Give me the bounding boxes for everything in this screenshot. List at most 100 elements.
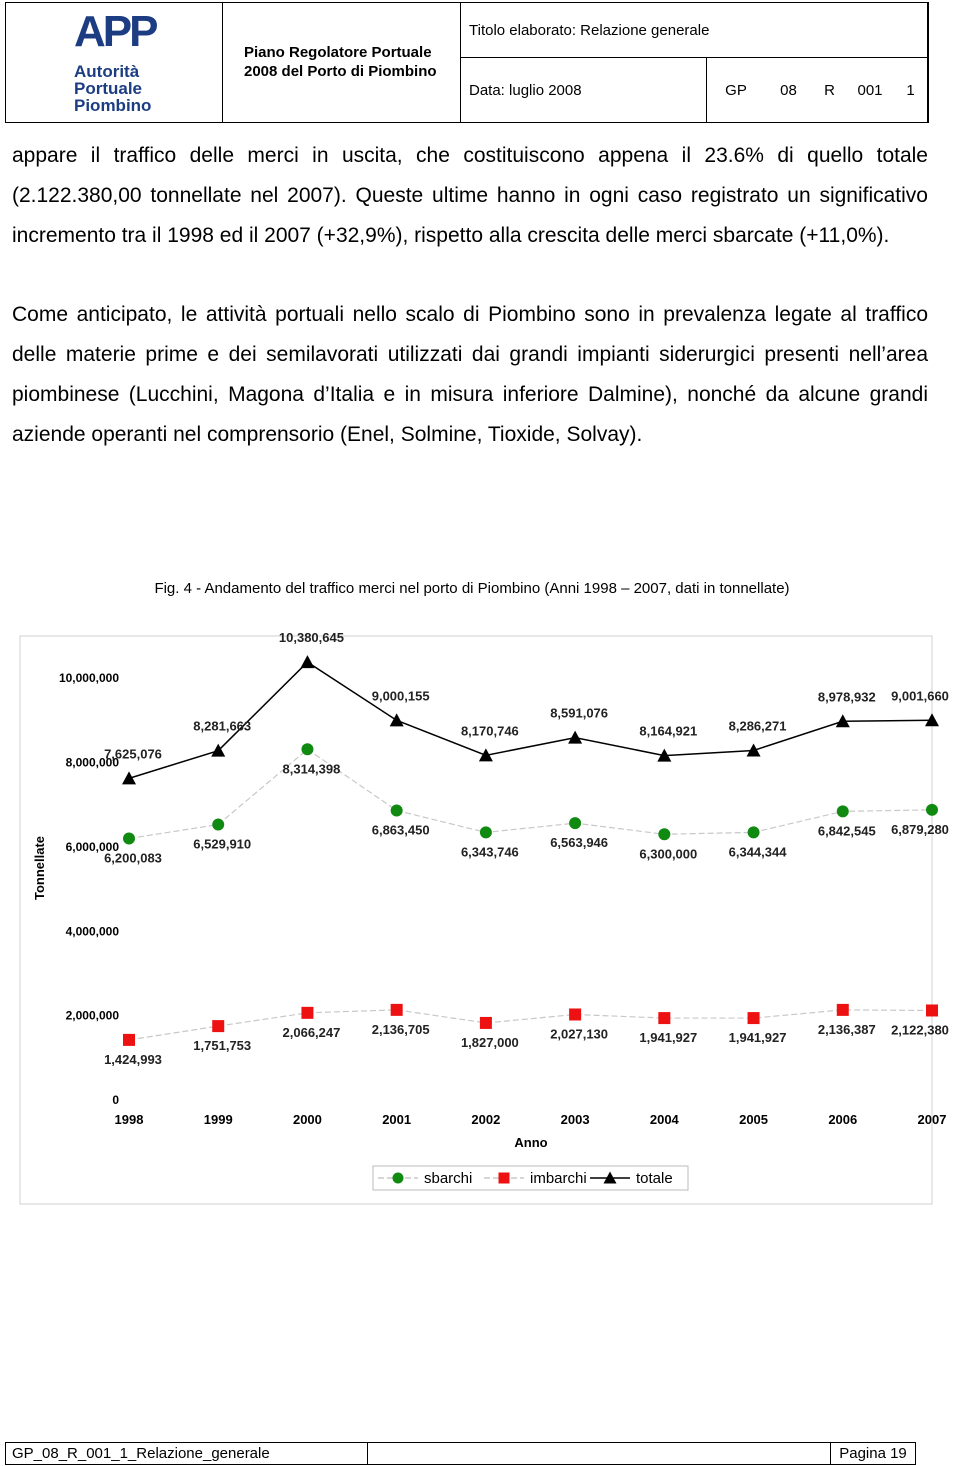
x-tick-label: 2006 [828,1112,857,1127]
data-label: 8,591,076 [550,706,608,721]
plan-title: 2008 del Porto di Piombino [244,63,437,80]
data-label: 6,842,545 [818,823,876,838]
doc-date: Data: luglio 2008 [460,57,707,123]
x-tick-label: 1999 [204,1112,233,1127]
series-line [128,1009,933,1041]
marker [746,743,761,757]
data-label: 8,286,271 [729,718,787,733]
marker [301,743,314,756]
marker [658,828,671,841]
legend-box [372,1165,689,1191]
data-label: 8,314,398 [283,761,341,776]
marker [658,1012,671,1025]
y-tick-label: 2,000,000 [66,1009,120,1023]
x-tick-label: 1998 [115,1112,144,1127]
marker [478,748,493,762]
plan-title: Piano Regolatore Portuale [244,44,432,61]
data-label: 1,424,993 [104,1052,162,1067]
marker [212,818,225,831]
marker [479,1016,492,1029]
marker [211,743,226,757]
data-label: 8,281,663 [193,719,251,734]
series-line [128,748,933,840]
data-label: 9,001,660 [891,688,949,703]
data-label: 6,343,746 [461,844,519,859]
marker [390,804,403,817]
data-label: 1,751,753 [193,1038,251,1053]
paragraph: Come anticipato, le attività portuali ne… [12,303,928,446]
data-label: 6,563,946 [550,835,608,850]
doc-title: Titolo elaborato: Relazione generale [460,2,929,58]
marker [390,1003,403,1016]
logo-line: Portuale [74,79,143,98]
x-tick-label: 2007 [918,1112,947,1127]
y-tick-label: 8,000,000 [66,756,120,770]
data-label: 7,625,076 [104,746,162,761]
x-tick-label: 2001 [382,1112,411,1127]
data-label: 6,863,450 [372,822,430,837]
legend-label: sbarchi [424,1170,472,1187]
marker [301,1006,314,1019]
marker [212,1020,225,1033]
marker [498,1172,510,1184]
marker [836,1003,849,1016]
marker [300,655,315,669]
chart-frame [19,635,933,1205]
marker [568,730,583,744]
y-tick-label: 4,000,000 [66,924,120,938]
marker [747,826,760,839]
marker [835,714,850,728]
data-label: 2,136,387 [818,1022,876,1037]
doc-code: 08 [764,57,813,123]
data-label: 2,066,247 [283,1025,341,1040]
x-tick-label: 2004 [650,1112,680,1127]
marker [926,803,938,816]
data-label: 1,941,927 [639,1030,697,1045]
x-tick-label: 2002 [471,1112,500,1127]
doc-code: 1 [893,57,929,123]
data-label: 6,879,280 [891,822,949,837]
data-label: 2,122,380 [891,1022,949,1037]
x-tick-label: 2000 [293,1112,322,1127]
chart: 0 2,000,000 4,000,000 6,000,000 8,000,000 10,… [19,630,949,1205]
footer-file: GP_08_R_001_1_Relazione_generale [5,1442,368,1465]
data-label: 6,344,344 [729,844,788,859]
data-label: 1,941,927 [729,1030,787,1045]
data-label: 6,200,083 [104,850,162,865]
data-label: 8,170,746 [461,723,519,738]
logo-line: Piombino [74,96,152,115]
marker [836,805,849,818]
figure-caption: Fig. 4 - Andamento del traffico merci ne… [154,580,790,597]
footer-spacer [367,1442,831,1465]
marker [657,748,672,762]
footer-page: Pagina 19 [830,1442,916,1465]
marker [479,826,492,839]
x-tick-label: 2003 [561,1112,590,1127]
logo: APP Autorità Portuale Piombino [6,3,223,122]
marker [392,1172,404,1184]
y-tick-label: 6,000,000 [66,840,120,854]
data-label: 6,300,000 [639,846,697,861]
x-tick-label: 2005 [739,1112,768,1127]
data-label: 2,136,705 [372,1022,430,1037]
y-tick-label: 0 [112,1093,119,1107]
marker [603,1171,617,1184]
header: APP Autorità Portuale Piombino Piano Reg… [5,2,929,123]
data-label: 1,827,000 [461,1035,519,1050]
doc-code: 001 [846,57,894,123]
legend-label: totale [636,1170,673,1187]
marker [123,1033,135,1046]
data-label: 9,000,155 [372,688,430,703]
legend-label: imbarchi [530,1170,587,1187]
marker [569,817,582,830]
data-label: 10,380,645 [279,630,344,645]
marker [389,713,404,727]
marker [925,713,939,727]
marker [926,1004,938,1017]
data-label: 8,164,921 [639,724,697,739]
paragraph: appare il traffico delle merci in uscita… [12,144,928,247]
marker [747,1012,760,1025]
y-axis-title: Tonnellate [32,836,47,900]
